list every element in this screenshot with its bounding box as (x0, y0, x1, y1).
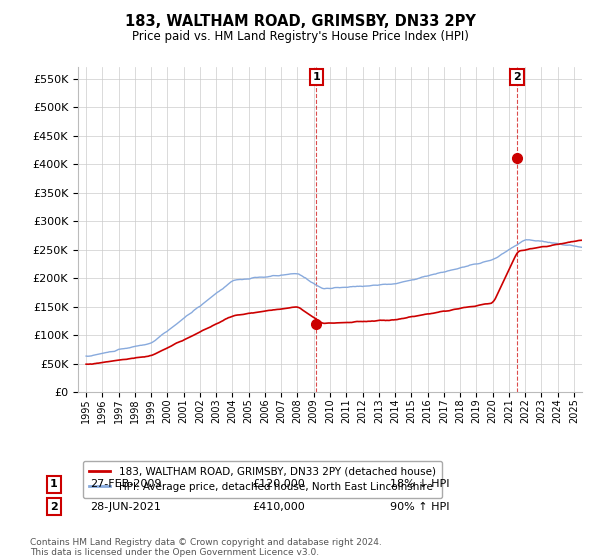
Text: 2: 2 (513, 72, 521, 82)
Legend: 183, WALTHAM ROAD, GRIMSBY, DN33 2PY (detached house), HPI: Average price, detac: 183, WALTHAM ROAD, GRIMSBY, DN33 2PY (de… (83, 460, 442, 498)
Text: 2: 2 (50, 502, 58, 512)
Text: 183, WALTHAM ROAD, GRIMSBY, DN33 2PY: 183, WALTHAM ROAD, GRIMSBY, DN33 2PY (125, 14, 475, 29)
Text: £410,000: £410,000 (252, 502, 305, 512)
Text: £120,000: £120,000 (252, 479, 305, 489)
Text: 28-JUN-2021: 28-JUN-2021 (90, 502, 161, 512)
Text: 90% ↑ HPI: 90% ↑ HPI (390, 502, 449, 512)
Text: 1: 1 (50, 479, 58, 489)
Text: 27-FEB-2009: 27-FEB-2009 (90, 479, 161, 489)
Text: Price paid vs. HM Land Registry's House Price Index (HPI): Price paid vs. HM Land Registry's House … (131, 30, 469, 43)
Text: Contains HM Land Registry data © Crown copyright and database right 2024.
This d: Contains HM Land Registry data © Crown c… (30, 538, 382, 557)
Text: 18% ↓ HPI: 18% ↓ HPI (390, 479, 449, 489)
Text: 1: 1 (313, 72, 320, 82)
